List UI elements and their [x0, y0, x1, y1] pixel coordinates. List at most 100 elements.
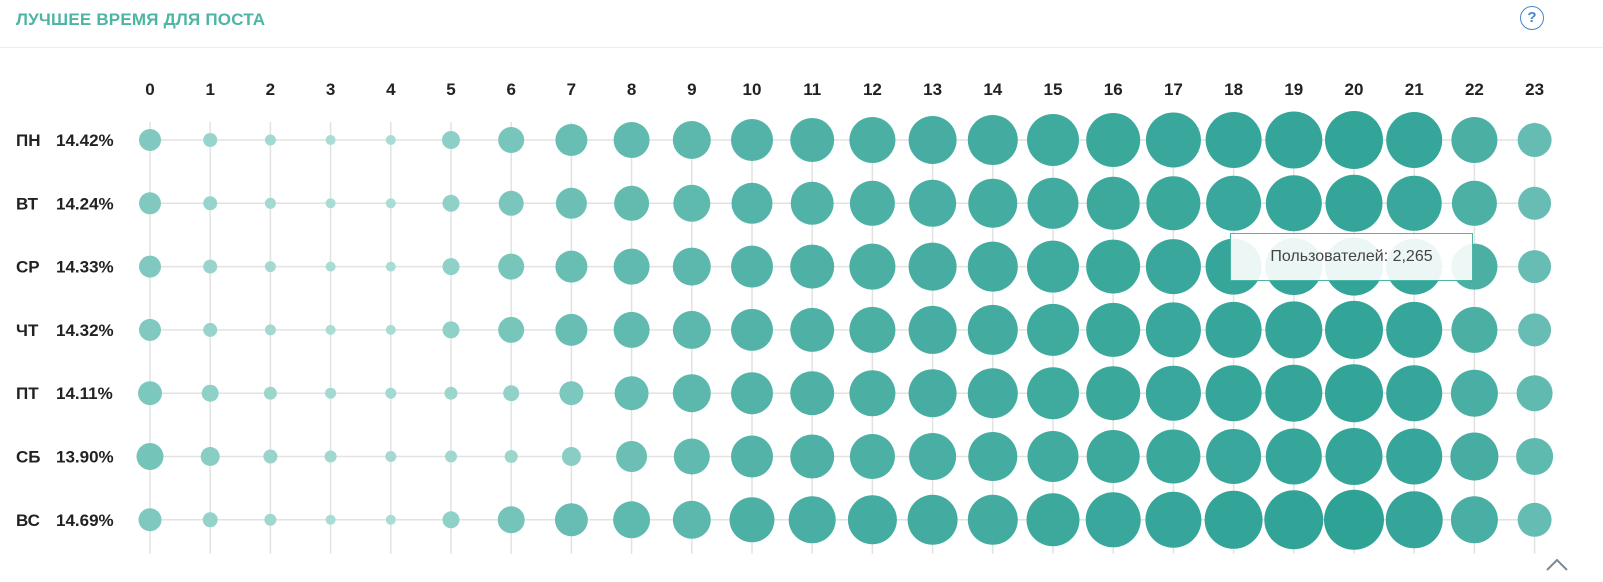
- hour-label: 12: [863, 80, 882, 99]
- day-label: ПТ: [16, 384, 39, 403]
- bubble: [385, 387, 397, 399]
- day-percent: 14.32%: [56, 321, 114, 340]
- bubble: [139, 192, 161, 215]
- bubble: [1086, 366, 1141, 421]
- bubble: [908, 305, 957, 354]
- bubble: [1516, 375, 1553, 412]
- hour-label: 9: [687, 80, 696, 99]
- bubble: [1265, 428, 1322, 485]
- bubble: [1086, 302, 1141, 357]
- bubble: [1386, 175, 1442, 231]
- bubble: [498, 316, 525, 343]
- bubble: [264, 513, 277, 526]
- bubble: [1518, 250, 1552, 284]
- hour-label: 23: [1525, 80, 1544, 99]
- hour-label: 20: [1345, 80, 1364, 99]
- bubble: [559, 381, 584, 406]
- day-percent: 14.42%: [56, 131, 114, 150]
- bubble: [731, 308, 773, 351]
- bubble: [790, 307, 835, 352]
- bubble: [968, 178, 1018, 228]
- bubble: [908, 116, 957, 164]
- bubble: [967, 368, 1018, 419]
- bubble: [1325, 364, 1383, 423]
- bubble: [849, 180, 895, 226]
- bubble: [1325, 300, 1383, 359]
- bubble: [968, 432, 1018, 481]
- bubble: [1386, 301, 1443, 358]
- bubble: [1206, 175, 1262, 231]
- bubble: [1086, 430, 1140, 483]
- bubble: [201, 384, 219, 402]
- bubble: [202, 512, 218, 528]
- hour-label: 11: [803, 80, 821, 99]
- bubble: [849, 117, 896, 163]
- question-circle-icon[interactable]: ?: [1520, 6, 1544, 30]
- bubble: [1518, 313, 1552, 347]
- bubble: [849, 243, 896, 290]
- bubble: [264, 197, 276, 209]
- hour-label: 21: [1405, 80, 1424, 99]
- bubble: [1451, 306, 1498, 353]
- day-label: ВТ: [16, 194, 39, 213]
- bubble: [616, 441, 648, 472]
- bubble: [1206, 429, 1262, 484]
- hour-label: 8: [627, 80, 636, 99]
- bubble: [138, 508, 162, 532]
- bubble: [325, 387, 337, 399]
- bubble: [1385, 491, 1443, 549]
- bubble: [1146, 176, 1201, 231]
- day-label: ВС: [16, 511, 40, 530]
- bubble: [1145, 491, 1202, 548]
- bubble: [325, 261, 336, 272]
- bubble: [1086, 239, 1141, 294]
- bubble: [1145, 239, 1201, 295]
- bubble: [263, 386, 277, 400]
- bubble: [672, 310, 711, 349]
- bubble: [325, 514, 336, 525]
- bubble: [1204, 490, 1263, 549]
- bubble: [907, 494, 958, 545]
- hour-label: 2: [266, 80, 275, 99]
- bubble: [1027, 303, 1079, 356]
- bubble: [136, 443, 164, 470]
- hour-label: 17: [1164, 80, 1183, 99]
- scroll-up-icon[interactable]: [1543, 552, 1571, 574]
- bubble: [1205, 301, 1262, 358]
- day-label: ЧТ: [16, 321, 39, 340]
- bubble: [849, 306, 896, 353]
- bubble: [139, 255, 161, 278]
- bubble: [1027, 177, 1079, 229]
- card-header: ЛУЧШЕЕ ВРЕМЯ ДЛЯ ПОСТА ?: [0, 0, 1603, 48]
- bubble: [385, 514, 396, 525]
- bubble: [503, 385, 520, 402]
- hour-label: 16: [1104, 80, 1123, 99]
- bubble: [1386, 365, 1443, 422]
- bubble: [849, 370, 896, 417]
- bubble: [555, 187, 587, 219]
- bubble: [555, 313, 588, 346]
- bubble: [1386, 428, 1443, 485]
- bubble: [1264, 490, 1324, 550]
- bubble: [1451, 180, 1497, 226]
- bubble: [442, 258, 460, 276]
- bubble: [1085, 492, 1141, 548]
- hour-label: 15: [1044, 80, 1063, 99]
- bubble: [672, 247, 711, 286]
- hour-label: 3: [326, 80, 335, 99]
- hour-label: 6: [506, 80, 515, 99]
- bubble: [264, 261, 276, 273]
- hour-label: 5: [446, 80, 455, 99]
- bubble: [790, 371, 835, 416]
- bubble: [1450, 496, 1498, 544]
- bubble-chart: 0 1 2 3 4 5 6 7 8 9 10 11 12 13 14 15 16 17 18 19 20 21 22 23ПН…: [16, 80, 1554, 554]
- bubble: [1265, 111, 1323, 169]
- hour-label: 22: [1465, 80, 1484, 99]
- bubble: [1265, 301, 1323, 359]
- bubble: [673, 184, 711, 222]
- bubble: [264, 134, 276, 146]
- bubble: [1265, 175, 1322, 232]
- bubble: [1086, 113, 1141, 167]
- bubble: [497, 506, 525, 534]
- bubble: [614, 376, 649, 411]
